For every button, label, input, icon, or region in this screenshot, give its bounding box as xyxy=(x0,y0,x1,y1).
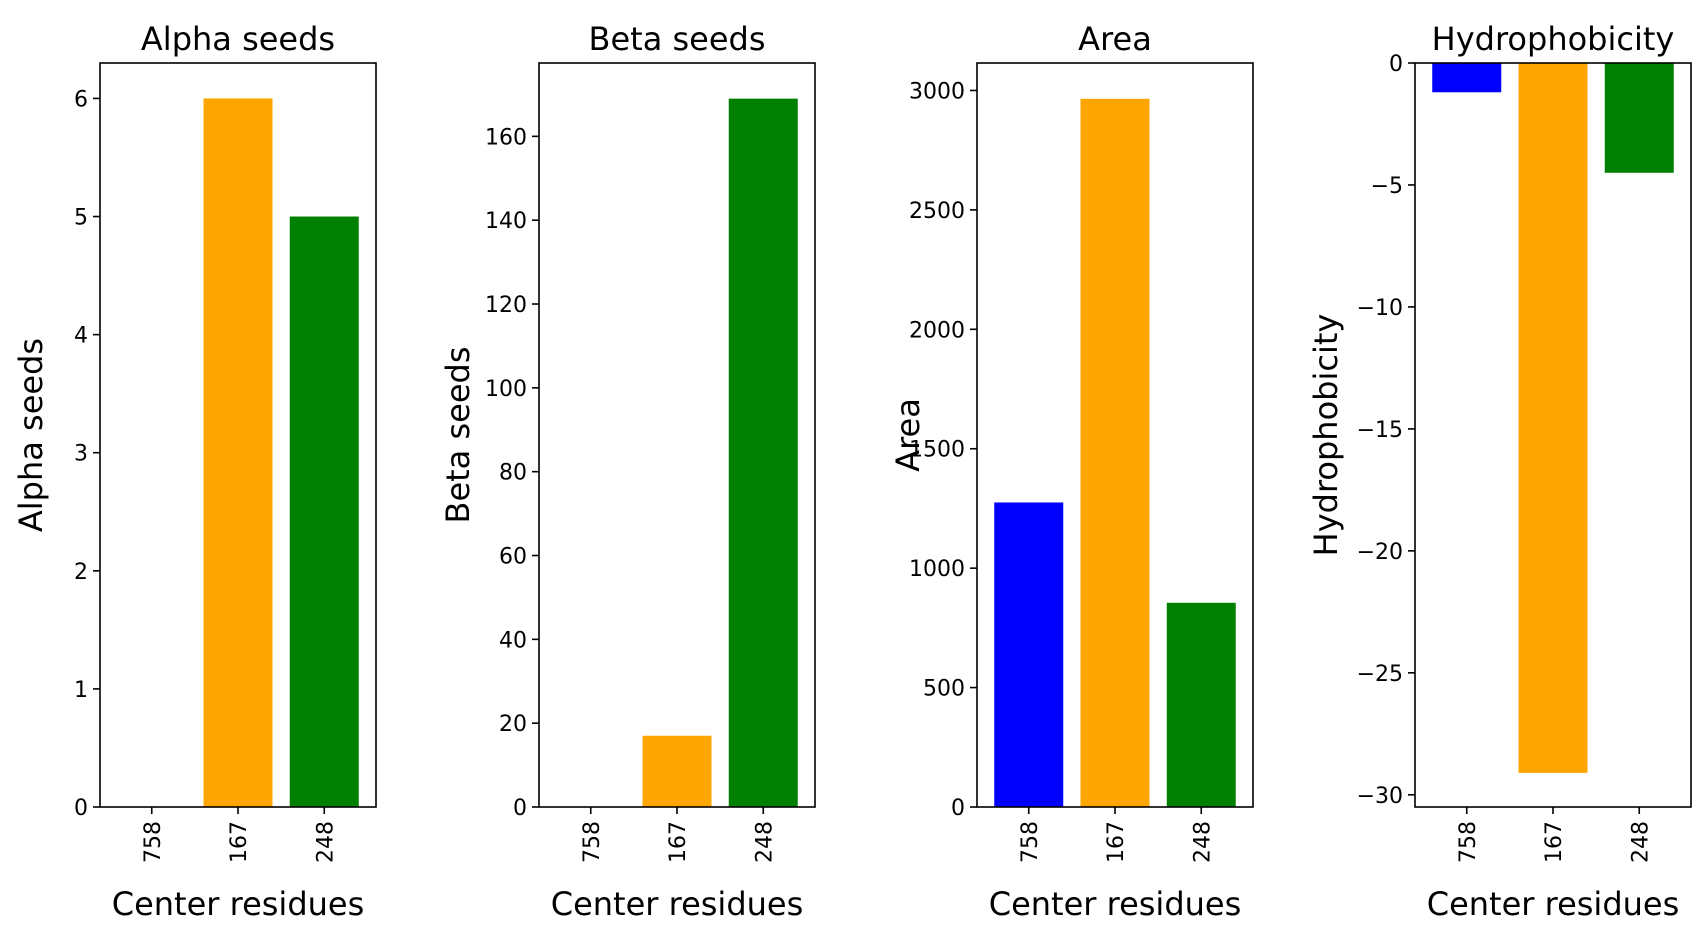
x-tick-label: 758 xyxy=(1456,821,1481,863)
y-tick-label: 3 xyxy=(74,442,88,467)
y-tick-label: −5 xyxy=(1371,174,1403,199)
y-axis-label: Alpha seeds xyxy=(12,338,50,532)
y-tick-label: 20 xyxy=(499,712,527,737)
y-tick-label: 1000 xyxy=(909,557,965,582)
y-tick-label: 3000 xyxy=(909,79,965,104)
subplot-3: 0 500 1000 1500 2000 2500 3000 758 167 248 Area Cen… xyxy=(889,20,1254,923)
bar-248 xyxy=(728,98,798,807)
x-tick-label: 248 xyxy=(313,821,338,863)
y-tick-label: 0 xyxy=(513,796,527,821)
chart-title: Beta seeds xyxy=(589,20,766,58)
x-tick-label: 167 xyxy=(227,821,252,863)
y-tick-label: 6 xyxy=(74,87,88,112)
bar-758 xyxy=(1432,63,1502,93)
x-axis-label: Center residues xyxy=(551,885,804,923)
y-tick-label: 0 xyxy=(74,796,88,821)
y-tick-label: 2500 xyxy=(909,199,965,224)
y-tick-label: 1 xyxy=(74,678,88,703)
y-tick-label: −10 xyxy=(1357,296,1403,321)
y-tick-label: 500 xyxy=(923,677,965,702)
x-tick-label: 248 xyxy=(1190,821,1215,863)
y-tick-label: 60 xyxy=(499,545,527,570)
subplot-4: 0 −5 −10 −15 −20 −25 −30 758 167 248 Hydrophobicit… xyxy=(1307,20,1692,923)
chart-title: Hydrophobicity xyxy=(1432,20,1675,58)
y-tick-label: −25 xyxy=(1357,662,1403,687)
x-axis-label: Center residues xyxy=(989,885,1242,923)
x-tick-label: 758 xyxy=(580,821,605,863)
y-tick-label: 160 xyxy=(485,125,527,150)
bar-167 xyxy=(1518,63,1588,773)
chart-title: Area xyxy=(1078,20,1152,58)
x-tick-label: 758 xyxy=(1018,821,1043,863)
y-tick-label: 1500 xyxy=(909,438,965,463)
subplot-1: 0 1 2 3 4 5 6 758 167 248 Alpha seeds Center residu… xyxy=(12,20,377,923)
y-tick-label: 40 xyxy=(499,628,527,653)
x-tick-label: 758 xyxy=(141,821,166,863)
x-axis-label: Center residues xyxy=(112,885,365,923)
bar-167 xyxy=(642,735,712,807)
y-tick-label: 2000 xyxy=(909,318,965,343)
x-axis-label: Center residues xyxy=(1427,885,1680,923)
x-tick-label: 248 xyxy=(1628,821,1653,863)
x-tick-label: 167 xyxy=(1542,821,1567,863)
y-tick-label: −30 xyxy=(1357,784,1403,809)
y-axis-label: Beta seeds xyxy=(439,347,477,524)
x-tick-label: 248 xyxy=(752,821,777,863)
chart-title: Alpha seeds xyxy=(141,20,335,58)
y-tick-label: 2 xyxy=(74,560,88,585)
y-tick-label: −15 xyxy=(1357,418,1403,443)
subplot-2: 0 20 40 60 80 100 120 140 160 758 167 248 Beta seeds… xyxy=(439,20,816,923)
x-tick-label: 167 xyxy=(1104,821,1129,863)
y-tick-label: 0 xyxy=(951,796,965,821)
y-tick-label: 100 xyxy=(485,377,527,402)
bar-248 xyxy=(1604,63,1674,173)
y-tick-label: 120 xyxy=(485,293,527,318)
y-tick-label: 140 xyxy=(485,209,527,234)
y-tick-label: 4 xyxy=(74,324,88,349)
y-tick-label: 0 xyxy=(1389,52,1403,77)
bar-248 xyxy=(289,216,359,807)
bar-167 xyxy=(203,98,273,807)
y-axis-label: Area xyxy=(889,398,927,472)
bar-758 xyxy=(994,502,1064,807)
y-axis-label: Hydrophobicity xyxy=(1307,314,1345,557)
bar-167 xyxy=(1080,98,1150,807)
bar-248 xyxy=(1166,602,1236,807)
y-tick-label: −20 xyxy=(1357,540,1403,565)
x-tick-label: 167 xyxy=(666,821,691,863)
y-tick-label: 80 xyxy=(499,461,527,486)
y-tick-label: 5 xyxy=(74,206,88,231)
